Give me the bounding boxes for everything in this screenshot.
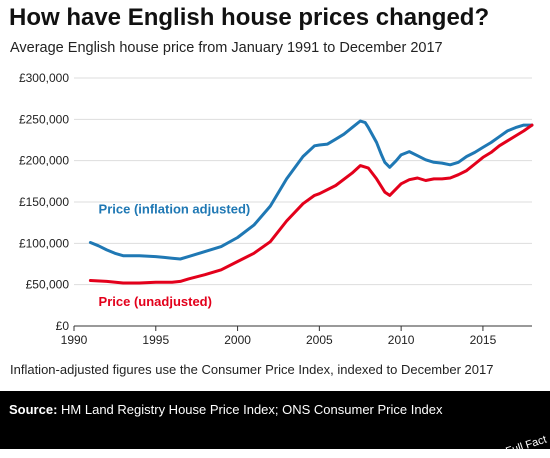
y-tick-label: £200,000 bbox=[19, 154, 69, 168]
footer-bar: Source: HM Land Registry House Price Ind… bbox=[0, 391, 550, 458]
methodology-note: Inflation-adjusted figures use the Consu… bbox=[10, 362, 494, 377]
line-chart: £0 £50,000 £100,000 £150,000 £200,000 £250,00… bbox=[19, 71, 534, 347]
series-label-0: Price (inflation adjusted) bbox=[99, 202, 251, 217]
y-tick-label: £0 bbox=[56, 319, 70, 333]
y-tick-label: £100,000 bbox=[19, 236, 69, 250]
y-tick-label: £150,000 bbox=[19, 195, 69, 209]
y-tick-label: £300,000 bbox=[19, 71, 69, 85]
chart-subtitle: Average English house price from January… bbox=[10, 40, 443, 56]
y-tick-label: £50,000 bbox=[26, 278, 70, 292]
x-tick-label: 1995 bbox=[142, 333, 169, 347]
chart-title: How have English house prices changed? bbox=[9, 4, 490, 31]
source-label: Source: bbox=[9, 402, 58, 417]
series-label-1: Price (unadjusted) bbox=[99, 294, 212, 309]
x-tick-label: 2015 bbox=[470, 333, 497, 347]
source-line: Source: HM Land Registry House Price Ind… bbox=[9, 402, 443, 417]
x-tick-label: 1990 bbox=[61, 333, 88, 347]
brand-logo: Full Fact bbox=[504, 433, 548, 458]
series-line-1 bbox=[88, 123, 534, 285]
x-tick-label: 2005 bbox=[306, 333, 333, 347]
y-tick-label: £250,000 bbox=[19, 112, 69, 126]
source-text: HM Land Registry House Price Index; ONS … bbox=[61, 402, 443, 417]
x-tick-label: 2010 bbox=[388, 333, 415, 347]
x-tick-label: 2000 bbox=[224, 333, 251, 347]
series-line-0 bbox=[88, 119, 534, 261]
